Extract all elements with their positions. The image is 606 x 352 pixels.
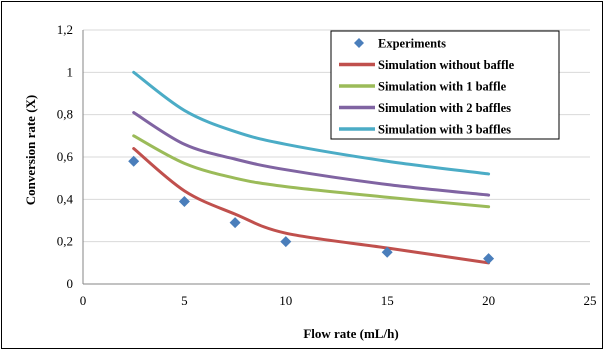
- x-tick-label: 5: [181, 293, 188, 308]
- data-point: [178, 195, 190, 207]
- y-tick-label: 0,2: [57, 234, 73, 249]
- legend-marker: [354, 38, 364, 48]
- series-line: [132, 147, 491, 265]
- data-point: [483, 253, 495, 265]
- series-line: [132, 70, 491, 176]
- y-tick-label: 0: [67, 276, 74, 291]
- legend-label: Simulation without baffle: [378, 58, 515, 72]
- series-line: [132, 134, 491, 209]
- data-point: [229, 217, 241, 229]
- data-point: [280, 236, 292, 248]
- legend-label: Experiments: [378, 37, 446, 51]
- legend-label: Simulation with 3 baffles: [378, 123, 511, 137]
- y-tick-label: 1,2: [57, 22, 73, 37]
- x-tick-label: 20: [482, 293, 495, 308]
- y-tick-label: 0,8: [57, 107, 73, 122]
- axes: 0 0,2 0,4 0,6 0,8 1 1,2 0 5 10 15 20 25: [57, 22, 597, 308]
- x-tick-label: 25: [584, 293, 597, 308]
- legend: Experiments Simulation without baffle Simu…: [330, 30, 560, 140]
- x-tick-label: 15: [381, 293, 394, 308]
- y-tick-label: 0,4: [57, 191, 74, 206]
- series-line: [132, 111, 491, 197]
- legend-label: Simulation with 1 baffle: [378, 80, 507, 94]
- x-tick-label: 0: [80, 293, 87, 308]
- y-tick-label: 0,6: [57, 149, 74, 164]
- x-axis-title: Flow rate (mL/h): [303, 326, 398, 341]
- y-tick-label: 1: [67, 64, 74, 79]
- legend-label: Simulation with 2 baffles: [378, 101, 511, 115]
- data-point: [381, 246, 393, 258]
- y-axis-title: Conversion rate (X): [23, 95, 38, 205]
- x-tick-label: 10: [279, 293, 292, 308]
- series-layer: [128, 70, 495, 265]
- data-point: [128, 155, 140, 167]
